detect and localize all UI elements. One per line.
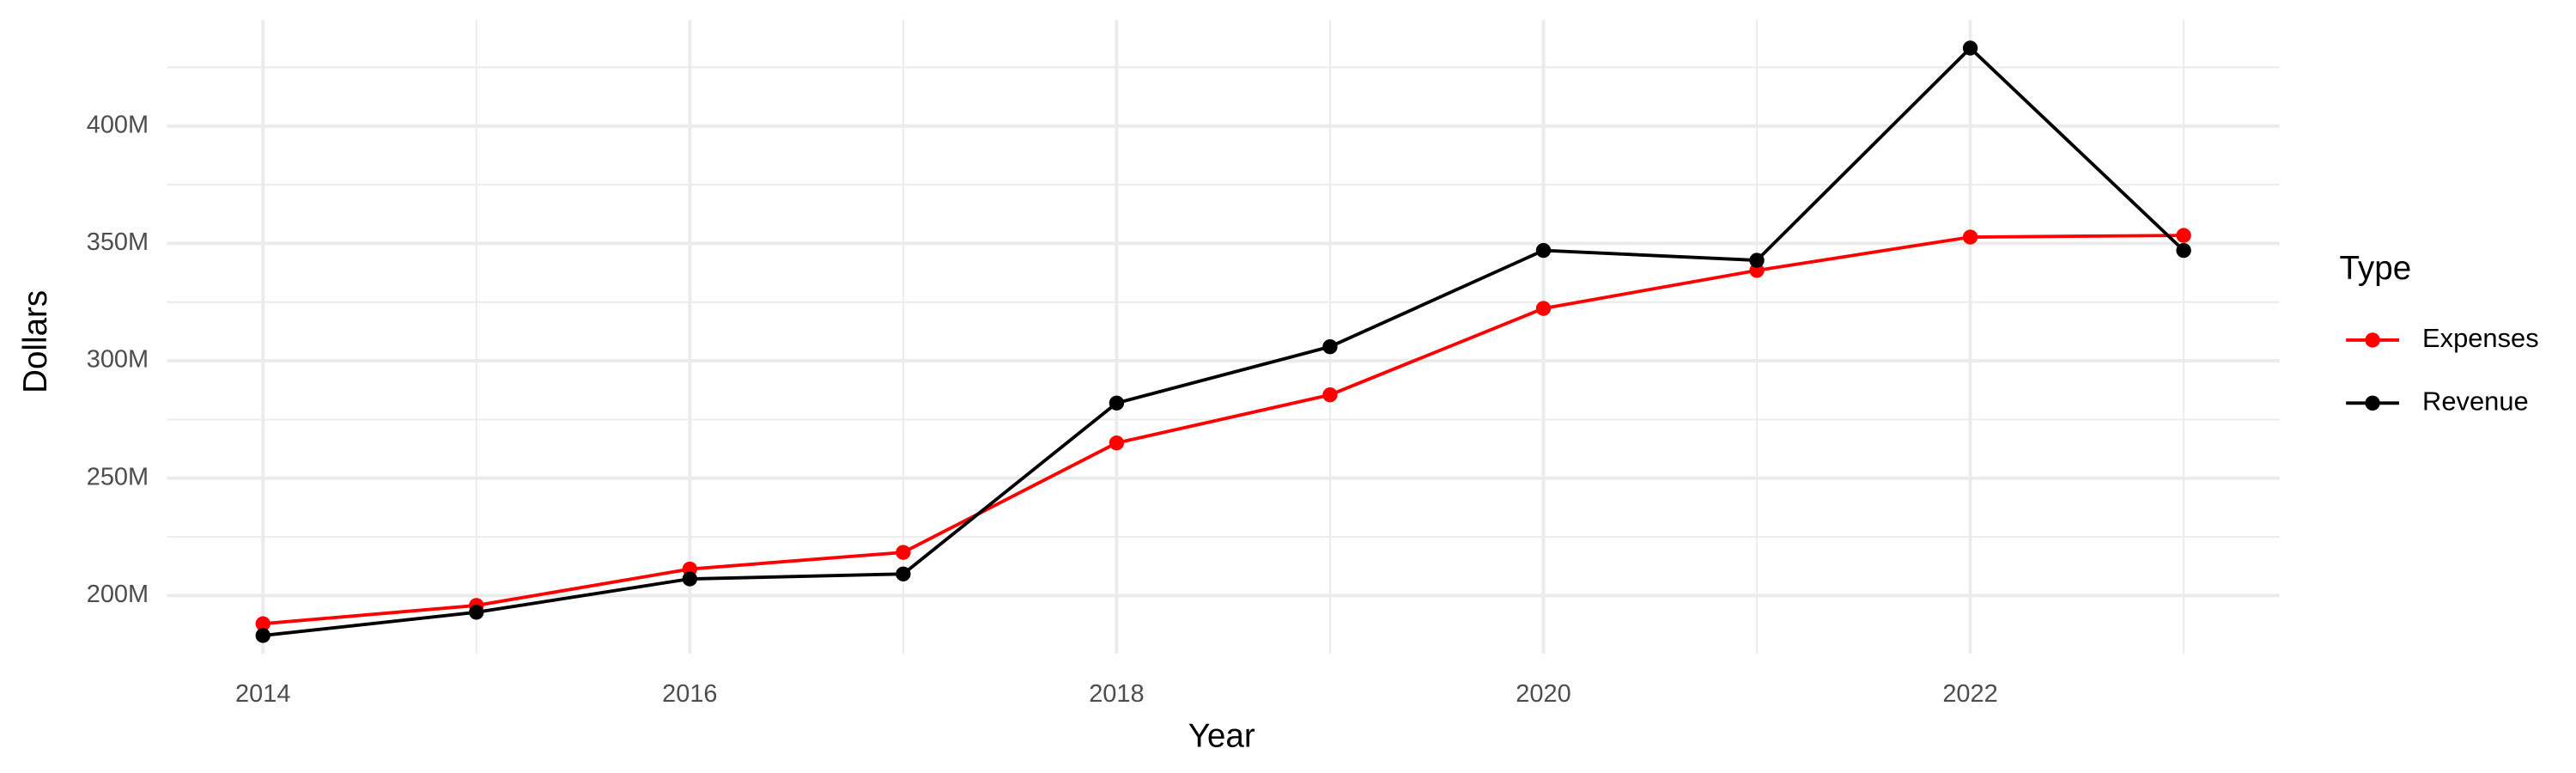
- series-line: [263, 46, 2185, 637]
- data-point: [1109, 435, 1125, 451]
- legend-swatch-point: [2365, 395, 2380, 411]
- series-line: [263, 234, 2184, 626]
- y-tick-label: 400M: [87, 111, 149, 138]
- data-point: [1322, 387, 1338, 403]
- y-tick-label: 250M: [87, 463, 149, 490]
- data-point: [682, 571, 698, 587]
- data-point: [1749, 253, 1765, 268]
- grid: [167, 20, 2280, 654]
- x-tick-label: 2020: [1516, 680, 1571, 708]
- legend-title: Type: [2339, 250, 2411, 287]
- legend-swatch-point: [2365, 332, 2380, 348]
- data-point: [2176, 228, 2191, 243]
- x-tick-label: 2016: [662, 680, 717, 708]
- data-point: [469, 605, 484, 620]
- x-axis-title: Year: [1188, 718, 1255, 755]
- data-point: [896, 545, 911, 560]
- legend-label: Revenue: [2422, 386, 2529, 416]
- y-tick-label: 300M: [87, 346, 149, 374]
- data-point: [1962, 40, 1978, 56]
- data-point: [1322, 338, 1338, 355]
- data-point: [896, 566, 911, 581]
- data-point: [1962, 229, 1978, 245]
- x-tick-label: 2022: [1942, 680, 1997, 708]
- data-point: [1535, 301, 1552, 316]
- data-point: [255, 616, 270, 631]
- data-point: [2176, 242, 2191, 259]
- data-point: [255, 628, 270, 643]
- data-point: [1535, 242, 1552, 259]
- data-point: [1109, 395, 1125, 411]
- y-tick-label: 350M: [87, 228, 149, 256]
- y-tick-label: 200M: [87, 581, 149, 608]
- x-tick-label: 2018: [1089, 680, 1144, 708]
- y-axis-title: Dollars: [17, 290, 54, 393]
- legend-label: Expenses: [2422, 323, 2539, 353]
- x-tick-label: 2014: [235, 680, 290, 708]
